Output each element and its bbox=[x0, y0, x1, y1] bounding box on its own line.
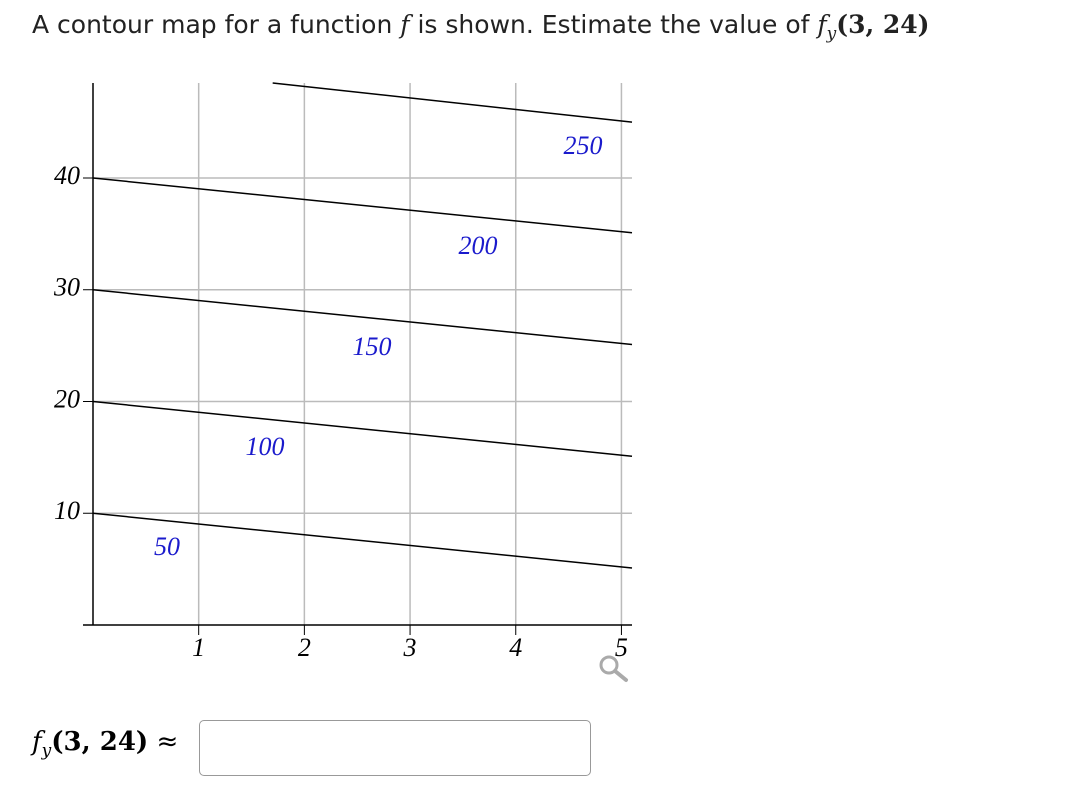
contour-line bbox=[272, 82, 633, 123]
answer-function: f bbox=[32, 727, 42, 757]
contour-label: 200 bbox=[459, 231, 498, 260]
y-tick-label: 20 bbox=[54, 384, 80, 413]
answer-relation: ≈ bbox=[156, 727, 179, 757]
question-text: is shown. Estimate the value of bbox=[417, 10, 810, 39]
y-tick-label: 10 bbox=[54, 496, 80, 525]
answer-label: fy(3, 24) ≈ bbox=[32, 727, 178, 761]
contour-line bbox=[92, 400, 633, 457]
zoom-lens bbox=[599, 655, 619, 675]
contour-label: 50 bbox=[154, 532, 180, 561]
zoom-handle bbox=[613, 669, 628, 682]
x-tick-label: 5 bbox=[615, 633, 628, 662]
expr-arguments: (3, 24) bbox=[836, 10, 930, 39]
answer-input[interactable] bbox=[199, 720, 591, 776]
function-name: f bbox=[400, 10, 410, 39]
contour-line bbox=[92, 512, 633, 569]
expr-function: f bbox=[817, 10, 827, 39]
x-tick-label: 2 bbox=[298, 633, 311, 662]
question-text: A contour map for a function bbox=[32, 10, 393, 39]
contour-line bbox=[92, 177, 633, 234]
zoom-icon[interactable] bbox=[599, 655, 628, 682]
expr-subscript: y bbox=[826, 24, 837, 44]
y-tick-label: 30 bbox=[53, 273, 80, 302]
contour-label: 150 bbox=[353, 332, 392, 361]
y-tick-label: 40 bbox=[54, 161, 80, 190]
contour-map: 1 2 3 4 5 10 20 30 40 50 100 150 200 250 bbox=[53, 82, 633, 682]
x-tick-label: 3 bbox=[403, 633, 417, 662]
question: A contour map for a function f is shown.… bbox=[32, 10, 930, 44]
x-tick-label: 1 bbox=[192, 633, 205, 662]
answer-arguments: (3, 24) bbox=[51, 727, 149, 757]
contour-label: 250 bbox=[564, 131, 603, 160]
contour-line bbox=[92, 288, 633, 346]
answer-subscript: y bbox=[41, 741, 52, 762]
contour-label: 100 bbox=[246, 432, 285, 461]
x-tick-label: 4 bbox=[509, 633, 522, 662]
